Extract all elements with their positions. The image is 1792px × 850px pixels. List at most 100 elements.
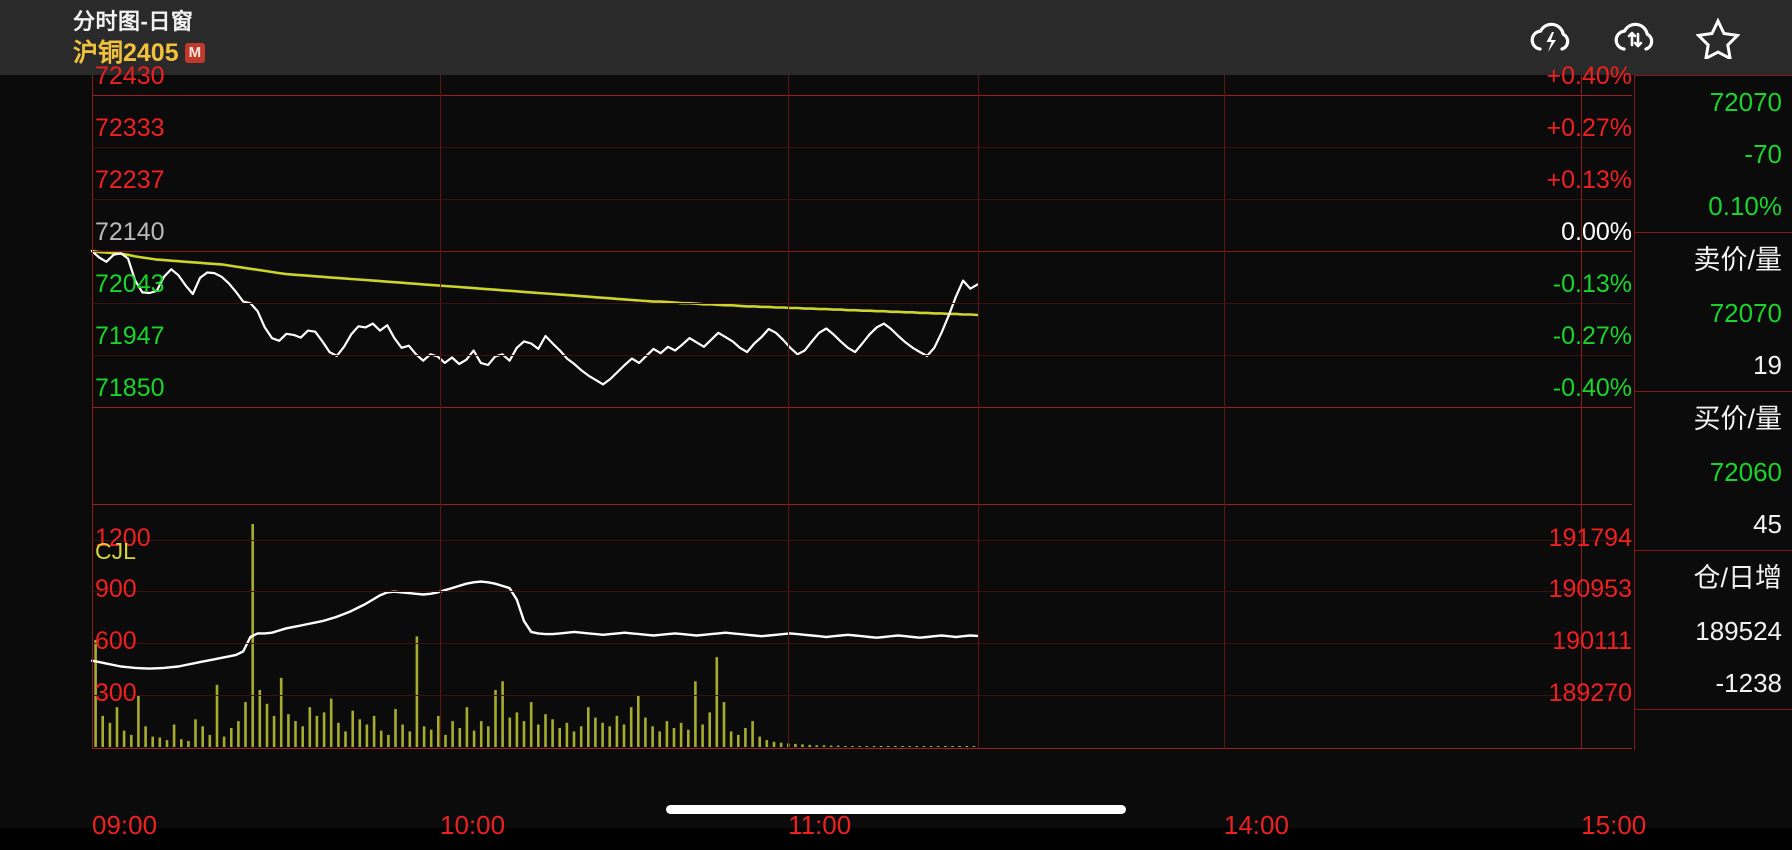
volume-bar	[387, 734, 390, 747]
ask-price: 72070	[1709, 298, 1782, 328]
volume-bar	[929, 746, 933, 747]
volume-bar	[537, 724, 540, 747]
volume-bar	[815, 745, 819, 747]
volume-bar	[665, 721, 669, 747]
percent-tick-label: -0.13%	[1552, 270, 1632, 298]
volume-tick-label: 1200	[95, 523, 151, 552]
open-interest-tick-label: 190953	[1548, 575, 1632, 604]
quote-summary-section: 72070 -70 0.10%	[1635, 75, 1792, 233]
price-tick-label: 71850	[95, 374, 165, 402]
gridline	[92, 251, 1632, 252]
volume-bar	[365, 724, 369, 747]
volume-bar	[572, 731, 576, 747]
price-tick-label: 72043	[95, 270, 165, 298]
volume-bar	[479, 721, 483, 747]
price-tick-label: 72333	[95, 114, 165, 142]
volume-bar	[187, 741, 190, 747]
volume-bar	[772, 741, 776, 747]
volume-bar	[729, 731, 733, 747]
volume-bar	[708, 712, 711, 747]
volume-bar	[958, 746, 961, 747]
price-tick-label: 72237	[95, 166, 165, 194]
gridline	[92, 355, 1632, 356]
volume-bar	[130, 734, 133, 747]
cloud-lightning-icon[interactable]	[1528, 18, 1574, 58]
volume-bar	[458, 728, 462, 747]
volume-bar	[472, 730, 476, 747]
volume-bar	[794, 743, 797, 747]
volume-bar	[379, 730, 383, 747]
volume-bar	[301, 726, 304, 747]
volume-bar	[737, 734, 740, 747]
volume-bar	[615, 715, 619, 747]
volume-bar	[544, 714, 547, 747]
volume-bar	[672, 728, 676, 747]
cloud-sync-icon[interactable]	[1612, 18, 1658, 58]
volume-bar	[279, 677, 283, 747]
volume-bar	[444, 734, 447, 747]
star-icon[interactable]	[1696, 17, 1740, 59]
header-actions	[1528, 17, 1740, 59]
instrument-code[interactable]: 沪铜2405	[73, 38, 179, 67]
quote-panel: 72070 -70 0.10% 卖价/量 72070 19 买价/量 72060…	[1634, 75, 1792, 750]
volume-bar	[437, 715, 440, 747]
volume-bar	[687, 729, 690, 747]
volume-bar	[529, 702, 533, 747]
volume-bar	[679, 722, 683, 747]
chart-area[interactable]: 72430 72333 72237 72140 72043 71947 71850 +0.4…	[0, 64, 1792, 840]
gridline	[92, 95, 1632, 96]
bid-price: 72060	[1709, 457, 1782, 487]
volume-bar	[201, 726, 204, 747]
gridline	[92, 695, 1632, 697]
last-price: 72070	[1709, 87, 1782, 117]
volume-bar	[558, 728, 561, 747]
home-indicator	[666, 805, 1126, 814]
volume-bar	[722, 702, 726, 747]
gridline	[92, 504, 1632, 505]
volume-tick-label: 900	[95, 575, 137, 604]
average-price-line	[90, 249, 979, 317]
plot-canvas[interactable]	[90, 75, 1632, 750]
volume-bar	[158, 737, 162, 747]
vertical-gridline	[1223, 75, 1225, 749]
volume-bar	[508, 717, 512, 747]
volume-bar	[886, 746, 890, 747]
volume-bar	[315, 715, 319, 747]
price-tick-label: 71947	[95, 322, 165, 350]
volume-bar	[372, 715, 376, 747]
volume-bar	[515, 712, 519, 747]
volume-bar	[294, 721, 297, 747]
app-header: 分时图-日窗 沪铜2405 M	[0, 0, 1792, 75]
volume-bar	[565, 722, 569, 747]
price-line	[90, 249, 979, 386]
volume-bar	[836, 745, 840, 747]
vertical-gridline	[92, 75, 93, 749]
volume-bar	[808, 744, 811, 747]
volume-bar	[701, 724, 704, 747]
volume-bar	[465, 707, 469, 747]
gridline	[92, 199, 1632, 200]
time-tick-label: 11:00	[788, 810, 852, 840]
volume-bar	[308, 707, 312, 747]
bid-header: 买价/量	[1693, 404, 1782, 434]
volume-bar	[944, 746, 947, 747]
volume-bar	[715, 657, 719, 747]
volume-bar	[429, 729, 433, 747]
open-interest-line	[90, 580, 979, 670]
volume-bar	[894, 746, 897, 747]
volume-bar	[94, 639, 97, 747]
volume-bar	[587, 707, 590, 747]
volume-bar	[965, 746, 969, 747]
ask-section: 卖价/量 72070 19	[1635, 233, 1792, 392]
volume-bar	[180, 739, 183, 747]
volume-bar	[865, 746, 869, 747]
volume-bar	[629, 707, 633, 747]
volume-bar	[237, 721, 240, 747]
gridline	[92, 643, 1632, 645]
volume-indicator-label: CJL	[95, 538, 136, 564]
price-change-percent: 0.10%	[1708, 191, 1782, 221]
volume-bar	[922, 746, 926, 747]
bid-section: 买价/量 72060 45	[1635, 392, 1792, 551]
volume-bar	[322, 712, 326, 747]
